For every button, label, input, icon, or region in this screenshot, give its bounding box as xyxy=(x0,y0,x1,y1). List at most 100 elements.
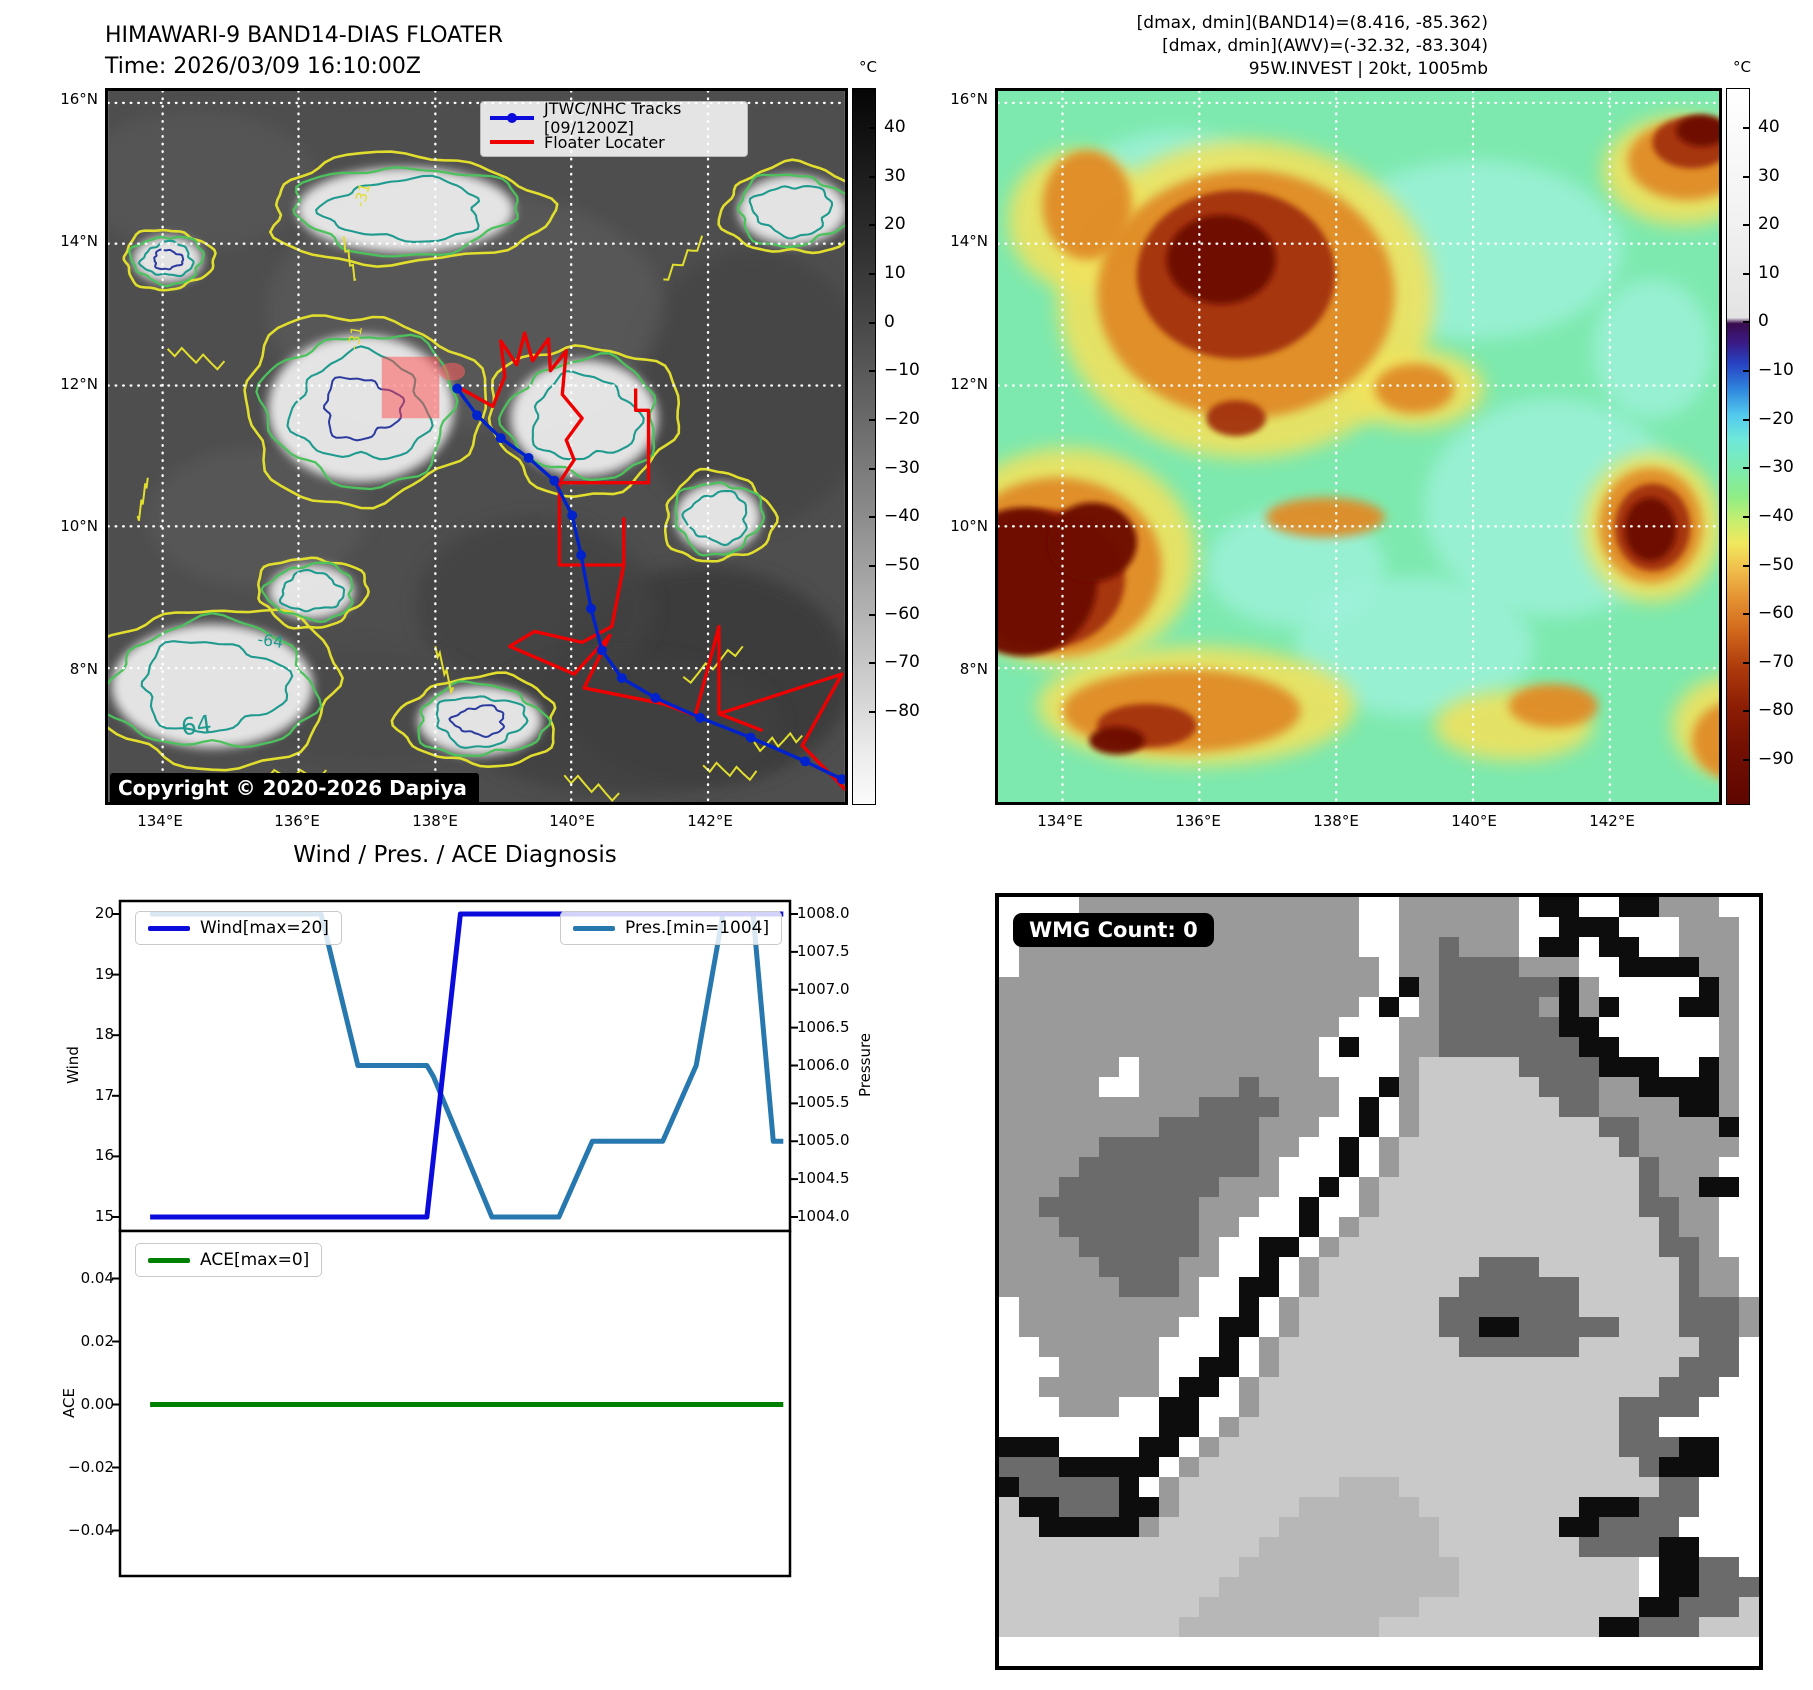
tick-mark xyxy=(869,224,876,227)
colorbar-tick-label: 30 xyxy=(884,165,906,186)
lon-tick-label: 136°E xyxy=(1175,812,1221,830)
lon-tick-label: 134°E xyxy=(137,812,183,830)
lon-tick-label: 142°E xyxy=(687,812,733,830)
wmg-pixel-image xyxy=(999,897,1759,1637)
colorbar-tick-label: −30 xyxy=(884,457,920,478)
tick-mark xyxy=(1743,759,1750,762)
legend-row-tracks: JTWC/NHC Tracks [09/1200Z] xyxy=(489,99,739,137)
jtwc-nhc-track xyxy=(452,383,845,785)
tick-mark xyxy=(1743,613,1750,616)
pressure-tick-label: 1004.5 xyxy=(797,1169,850,1188)
lon-tick-label: 136°E xyxy=(274,812,320,830)
colorbar-tick-label: −70 xyxy=(884,652,920,673)
contour-value-label: -31 xyxy=(344,324,366,351)
colorbar-tick-label: −20 xyxy=(1758,408,1794,429)
awv-colorbar-unit: °C xyxy=(1733,58,1751,76)
colorbar-tick-label: 10 xyxy=(1758,262,1780,283)
wind-tick-label: 18 xyxy=(94,1025,114,1044)
pressure-legend: Pres.[min=1004] xyxy=(560,911,783,945)
pressure-tick-label: 1006.5 xyxy=(797,1017,850,1036)
tick-mark xyxy=(869,273,876,275)
ace-line-sample xyxy=(148,1257,190,1263)
pressure-tick-label: 1007.5 xyxy=(797,941,850,960)
ace-tick-label: −0.02 xyxy=(68,1457,114,1476)
wind-legend: Wind[max=20] xyxy=(135,911,342,945)
pressure-tick-label: 1005.5 xyxy=(797,1093,850,1112)
colorbar-tick-label: −50 xyxy=(1758,554,1794,575)
tick-mark xyxy=(869,711,876,714)
ace-tick-label: 0.00 xyxy=(80,1394,114,1413)
contour-value-label: -31 xyxy=(350,181,374,209)
colorbar-tick-label: −10 xyxy=(1758,360,1794,381)
wind-tick-label: 19 xyxy=(94,964,114,983)
colorbar-tick-label: −40 xyxy=(1758,505,1794,526)
floater-locater-track xyxy=(456,331,845,792)
diagnosis-title: Wind / Pres. / ACE Diagnosis xyxy=(293,842,617,868)
tick-mark xyxy=(869,467,876,470)
colorbar-tick-label: 0 xyxy=(884,311,895,332)
diagnosis-panel xyxy=(100,891,810,1591)
tick-mark xyxy=(869,516,876,519)
lon-tick-label: 140°E xyxy=(1451,812,1497,830)
lat-tick-label: 16°N xyxy=(60,90,98,108)
map-legend: JTWC/NHC Tracks [09/1200Z] Floater Locat… xyxy=(480,99,748,157)
awv-colorbar xyxy=(1726,88,1750,805)
tick-mark xyxy=(869,175,876,178)
tick-mark xyxy=(1743,127,1750,129)
ace-tick-label: −0.04 xyxy=(68,1520,114,1539)
tick-mark xyxy=(869,370,876,373)
lat-tick-label: 10°N xyxy=(60,517,98,535)
lat-tick-label: 16°N xyxy=(950,90,988,108)
pressure-axis-label: Pressure xyxy=(856,1032,874,1098)
awv-satellite-image xyxy=(998,91,1719,802)
pressure-tick-label: 1004.0 xyxy=(797,1207,850,1225)
figure-title-block: HIMAWARI-9 BAND14-DIAS FLOATER Time: 202… xyxy=(105,20,503,82)
colorbar-tick-label: 20 xyxy=(1758,214,1780,235)
pressure-tick-label: 1006.0 xyxy=(797,1055,850,1074)
stats-block: [dmax, dmin](BAND14)=(8.416, -85.362) [d… xyxy=(988,12,1488,81)
colorbar-tick-label: −20 xyxy=(884,409,920,430)
wmg-count-badge: WMG Count: 0 xyxy=(1013,913,1214,947)
wind-tick-label: 20 xyxy=(94,904,114,922)
lat-tick-label: 14°N xyxy=(60,232,98,250)
ace-legend-label: ACE[max=0] xyxy=(200,1250,310,1270)
figure-title: HIMAWARI-9 BAND14-DIAS FLOATER xyxy=(105,23,504,48)
lat-tick-label: 14°N xyxy=(950,232,988,250)
colorbar-tick-label: −60 xyxy=(884,603,920,624)
tick-mark xyxy=(1743,272,1750,275)
lon-tick-label: 138°E xyxy=(1313,812,1359,830)
figure-timestamp: Time: 2026/03/09 16:10:00Z xyxy=(105,54,421,79)
lon-tick-label: 134°E xyxy=(1037,812,1083,830)
colorbar-tick-label: −80 xyxy=(884,701,920,722)
lat-tick-label: 12°N xyxy=(950,375,988,393)
stat-invest-intensity: 95W.INVEST | 20kt, 1005mb xyxy=(1248,59,1488,79)
floater-line-sample xyxy=(489,133,535,152)
band14-satellite-image: -31 -31 -64 64 xyxy=(108,91,845,802)
legend-floater-label: Floater Locater xyxy=(544,132,665,152)
tick-mark xyxy=(1743,418,1750,421)
awv-map-panel xyxy=(995,88,1722,805)
legend-row-floater: Floater Locater xyxy=(489,130,739,154)
lat-tick-label: 8°N xyxy=(959,660,988,678)
lon-tick-label: 140°E xyxy=(549,812,595,830)
tick-mark xyxy=(869,565,876,568)
tick-mark xyxy=(869,613,876,616)
pressure-tick-label: 1008.0 xyxy=(797,904,850,922)
pressure-tick-label: 1005.0 xyxy=(797,1131,850,1150)
tick-mark xyxy=(1743,321,1750,324)
track-line-sample xyxy=(489,109,535,128)
lon-tick-label: 142°E xyxy=(1589,812,1635,830)
contour-value-label: 64 xyxy=(179,710,213,742)
pressure-legend-label: Pres.[min=1004] xyxy=(625,918,770,938)
tick-mark xyxy=(1743,515,1750,518)
lat-tick-label: 12°N xyxy=(60,375,98,393)
stat-awv-range: [dmax, dmin](AWV)=(-32.32, -83.304) xyxy=(1162,36,1488,56)
colorbar-tick-label: 30 xyxy=(1758,165,1780,186)
ace-tick-label: 0.04 xyxy=(80,1268,114,1287)
tick-mark xyxy=(1743,467,1750,470)
colorbar-tick-label: −70 xyxy=(1758,651,1794,672)
colorbar-tick-label: −90 xyxy=(1758,749,1794,770)
band14-colorbar-unit: °C xyxy=(859,58,877,76)
tick-mark xyxy=(1743,564,1750,567)
ace-tick-label: 0.02 xyxy=(80,1331,114,1350)
